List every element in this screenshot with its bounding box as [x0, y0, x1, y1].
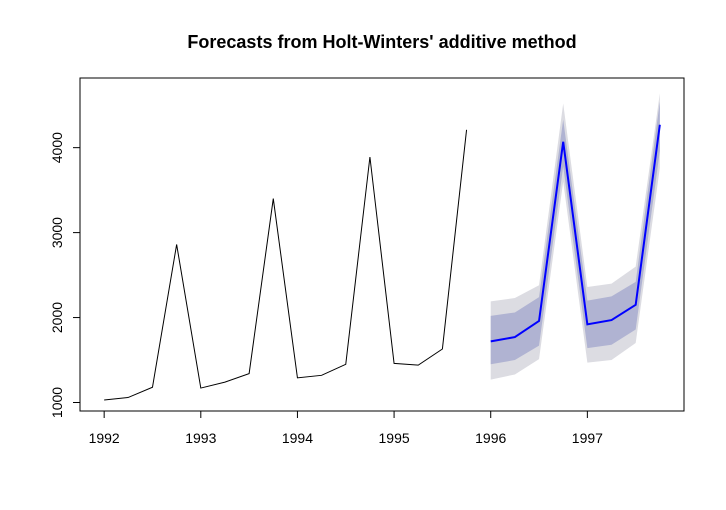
forecast-mean-line	[490, 124, 661, 343]
y-tick-label: 3000	[49, 217, 65, 248]
lines-layer	[104, 124, 661, 401]
x-tick-label: 1993	[185, 430, 216, 446]
x-tick-label: 1995	[379, 430, 410, 446]
y-axis: 1000 2000 3000 4000	[49, 132, 81, 418]
y-tick-label: 1000	[49, 387, 65, 418]
x-tick-label: 1997	[572, 430, 603, 446]
y-tick-label: 2000	[49, 302, 65, 333]
x-axis: 1992 1993 1994 1995 1996 1997	[89, 410, 603, 446]
chart-title: Forecasts from Holt-Winters' additive me…	[187, 32, 576, 52]
x-tick-label: 1992	[89, 430, 120, 446]
x-tick-label: 1996	[475, 430, 506, 446]
x-tick-label: 1994	[282, 430, 313, 446]
y-tick-label: 4000	[49, 132, 65, 163]
observed-series-line	[104, 129, 468, 401]
